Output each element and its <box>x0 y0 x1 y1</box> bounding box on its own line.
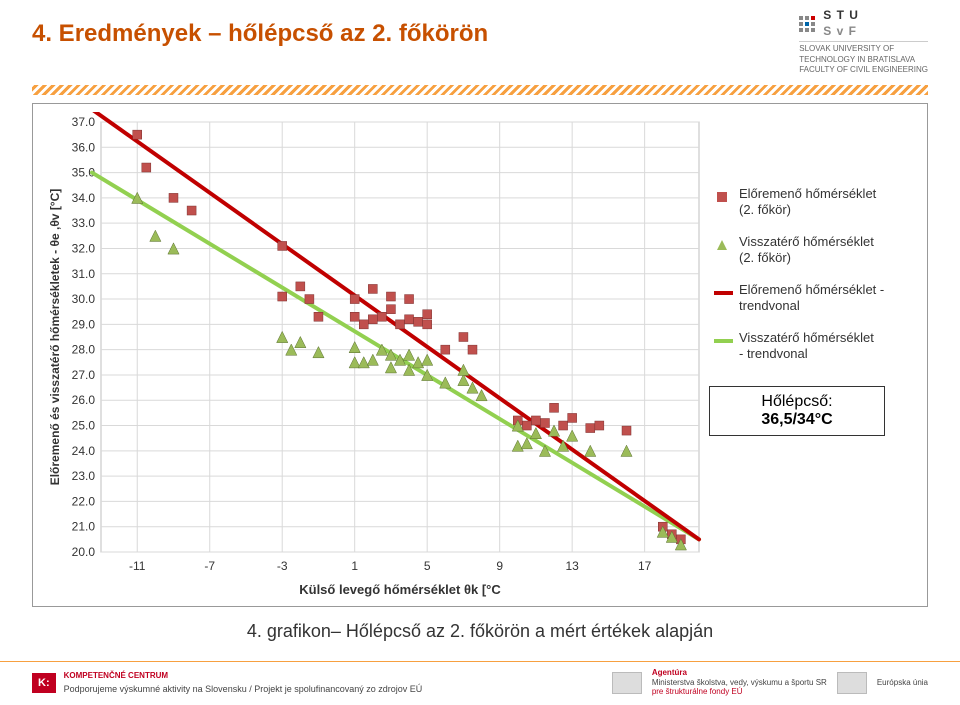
svg-text:17: 17 <box>638 559 652 573</box>
eu-label: Európska únia <box>877 678 928 687</box>
footer-left-text: KOMPETENČNÉ CENTRUM <box>64 671 423 680</box>
university-logo: S T U S v F SLOVAK UNIVERSITY OF TECHNOL… <box>799 8 928 75</box>
svg-text:5: 5 <box>424 559 431 573</box>
svg-text:Előremenő és visszatérő hőmér: Előremenő és visszatérő hőmérsékletek - … <box>48 189 62 486</box>
chart-container: 20.0 21.0 22.0 23.0 24.0 25.0 26.0 27.0 28.0 29.0… <box>32 103 928 607</box>
logo-dots-icon <box>799 16 815 32</box>
svg-text:Visszatérő hőmérséklet: Visszatérő hőmérséklet <box>739 234 874 249</box>
svg-text:37.0: 37.0 <box>72 115 96 129</box>
svg-text:9: 9 <box>496 559 503 573</box>
logo-sub-1: SLOVAK UNIVERSITY OF <box>799 44 928 54</box>
svg-text:13: 13 <box>565 559 579 573</box>
footer: K: KOMPETENČNÉ CENTRUM Podporujeme výsku… <box>0 661 960 705</box>
svg-text:32.0: 32.0 <box>72 242 96 256</box>
annotation-box: Hőlépcső: 36,5/34°C <box>709 386 885 436</box>
agency-logo-icon <box>612 672 642 694</box>
logo-text-2: S v F <box>823 24 859 40</box>
logo-sub-2: TECHNOLOGY IN BRATISLAVA <box>799 55 928 65</box>
svg-text:34.0: 34.0 <box>72 191 96 205</box>
annotation-line2: 36,5/34°C <box>722 411 872 429</box>
svg-text:-7: -7 <box>204 559 215 573</box>
svg-text:25.0: 25.0 <box>72 419 96 433</box>
svg-text:31.0: 31.0 <box>72 267 96 281</box>
svg-text:29.0: 29.0 <box>72 318 96 332</box>
svg-text:-3: -3 <box>277 559 288 573</box>
chart-caption: 4. grafikon– Hőlépcső az 2. főkörön a mé… <box>0 621 960 642</box>
svg-text:22.0: 22.0 <box>72 495 96 509</box>
svg-text:27.0: 27.0 <box>72 368 96 382</box>
svg-text:trendvonal: trendvonal <box>739 298 800 313</box>
k-badge-icon: K: <box>32 673 56 693</box>
svg-text:20.0: 20.0 <box>72 545 96 559</box>
svg-text:26.0: 26.0 <box>72 394 96 408</box>
svg-text:21.0: 21.0 <box>72 520 96 534</box>
stripe-divider <box>32 85 928 95</box>
svg-text:(2. főkör): (2. főkör) <box>739 250 791 265</box>
svg-text:23.0: 23.0 <box>72 469 96 483</box>
footer-right-1: Agentúra <box>652 668 827 678</box>
scatter-chart: 20.0 21.0 22.0 23.0 24.0 25.0 26.0 27.0 28.0 29.0… <box>41 112 919 602</box>
svg-text:33.0: 33.0 <box>72 217 96 231</box>
annotation-line1: Hőlépcső: <box>722 393 872 411</box>
footer-right-2: Ministerstva školstva, vedy, výskumu a š… <box>652 678 827 688</box>
footer-right-3: pre štrukturálne fondy EÚ <box>652 687 827 697</box>
svg-text:(2. főkör): (2. főkör) <box>739 202 791 217</box>
svg-text:36.0: 36.0 <box>72 141 96 155</box>
svg-text:24.0: 24.0 <box>72 444 96 458</box>
eu-flag-icon <box>837 672 867 694</box>
page-title: 4. Eredmények – hőlépcső az 2. főkörön <box>32 20 488 48</box>
svg-text:28.0: 28.0 <box>72 343 96 357</box>
footer-support-text: Podporujeme výskumné aktivity na Slovens… <box>64 684 423 694</box>
logo-text-1: S T U <box>823 8 859 24</box>
svg-text:-11: -11 <box>129 559 146 573</box>
svg-text:Előremenő hőmérséklet: Előremenő hőmérséklet <box>739 186 877 201</box>
svg-text:Külső levegő hőmérséklet θk [°: Külső levegő hőmérséklet θk [°C <box>299 582 501 597</box>
svg-text:Visszatérő hőmérséklet: Visszatérő hőmérséklet <box>739 330 874 345</box>
svg-text:- trendvonal: - trendvonal <box>739 346 808 361</box>
svg-text:1: 1 <box>351 559 358 573</box>
logo-sub-3: FACULTY OF CIVIL ENGINEERING <box>799 65 928 75</box>
svg-text:30.0: 30.0 <box>72 292 96 306</box>
svg-text:Előremenő hőmérséklet -: Előremenő hőmérséklet - <box>739 282 884 297</box>
